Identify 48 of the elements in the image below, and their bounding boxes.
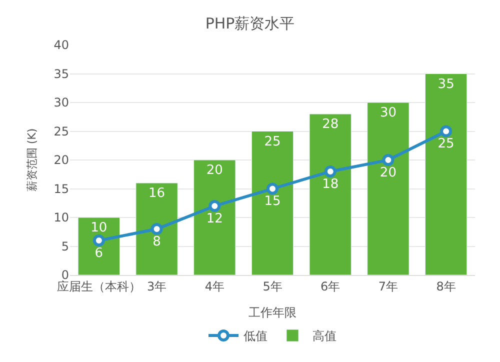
chart-title: PHP薪资水平 <box>205 14 295 33</box>
x-tick-label: 7年 <box>378 279 398 294</box>
y-tick-label: 35 <box>54 66 69 81</box>
bar <box>136 182 178 275</box>
data-label: 25 <box>264 134 281 150</box>
x-tick-label: 4年 <box>204 279 224 294</box>
data-label: 10 <box>90 220 108 236</box>
legend-label: 高值 <box>312 329 336 344</box>
bar <box>78 217 120 275</box>
data-label: 8 <box>152 234 161 250</box>
x-tick-label: 8年 <box>436 279 456 294</box>
x-tick-label: 3年 <box>146 279 167 294</box>
point <box>208 200 221 212</box>
data-label: 12 <box>206 211 223 226</box>
y-tick-label: 10 <box>54 210 69 225</box>
legend-label: 低值 <box>244 329 268 344</box>
data-label: 30 <box>380 106 396 120</box>
data-label: 18 <box>322 176 339 192</box>
point <box>92 234 105 246</box>
point <box>324 166 336 178</box>
data-label: 16 <box>148 186 166 201</box>
y-tick-label: 20 <box>54 153 69 168</box>
y-tick-label: 25 <box>54 124 69 138</box>
y-tick-label: 5 <box>61 239 69 254</box>
data-label: 20 <box>206 163 223 178</box>
bar <box>367 102 410 275</box>
data-label: 35 <box>438 76 454 92</box>
y-axis-title: 薪资范围 (K) <box>25 128 38 192</box>
x-axis-title: 工作年限 <box>248 305 296 320</box>
point <box>440 125 452 138</box>
data-label: 15 <box>264 194 281 210</box>
point <box>266 182 278 195</box>
bar <box>309 114 352 275</box>
data-label: 25 <box>438 136 454 152</box>
x-tick-label: 5年 <box>262 279 282 294</box>
bar <box>194 160 236 275</box>
data-label: 20 <box>380 165 396 180</box>
data-label: 6 <box>94 246 104 261</box>
data-label: 28 <box>322 117 339 132</box>
y-tick-label: 30 <box>54 96 69 110</box>
bar <box>251 131 294 275</box>
bar <box>424 74 468 275</box>
y-tick-label: 40 <box>54 38 69 52</box>
point <box>382 154 394 166</box>
point <box>150 223 163 235</box>
y-tick-label: 15 <box>54 182 69 196</box>
x-tick-label: 应届生（本科） <box>56 279 141 294</box>
x-tick-label: 6年 <box>320 279 340 294</box>
